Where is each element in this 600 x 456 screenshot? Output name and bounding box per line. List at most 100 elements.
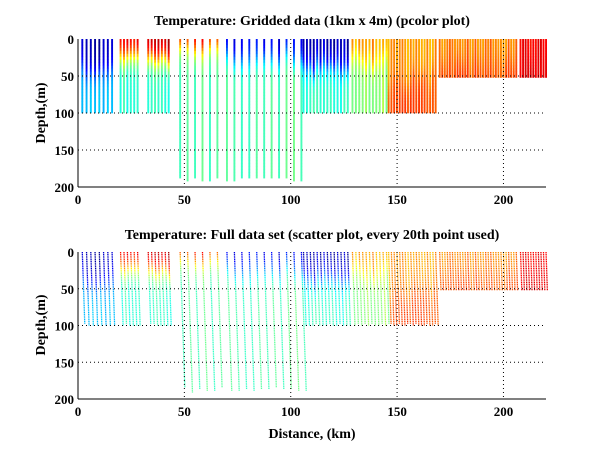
scatter-point (188, 284, 189, 285)
scatter-point (260, 375, 261, 376)
scatter-point (125, 286, 126, 287)
scatter-point (88, 298, 89, 299)
scatter-point (219, 319, 220, 320)
pcolor-cell (168, 42, 170, 45)
scatter-point (231, 375, 232, 376)
pcolor-cell (226, 140, 228, 143)
pcolor-cell (126, 95, 128, 98)
pcolor-cell (462, 57, 464, 60)
scatter-point (99, 266, 100, 267)
scatter-point (133, 323, 134, 324)
pcolor-cell (126, 39, 128, 42)
pcolor-cell (379, 72, 381, 75)
scatter-point (150, 314, 151, 315)
pcolor-cell (404, 104, 406, 107)
scatter-point (210, 280, 211, 281)
scatter-point (221, 383, 222, 384)
scatter-point (181, 307, 182, 308)
pcolor-cell (147, 54, 149, 57)
pcolor-cell (263, 163, 265, 166)
pcolor-cell (487, 51, 489, 54)
scatter-point (267, 361, 268, 362)
scatter-point (169, 271, 170, 272)
pcolor-cell (474, 60, 476, 63)
scatter-point (210, 268, 211, 269)
scatter-point (203, 286, 204, 287)
pcolor-cell (256, 101, 258, 104)
scatter-point (227, 273, 228, 274)
pcolor-cell (303, 98, 305, 101)
pcolor-cell (402, 54, 404, 57)
scatter-point (235, 293, 236, 294)
scatter-point (228, 305, 229, 306)
pcolor-cell (444, 57, 446, 60)
scatter-point (151, 266, 152, 267)
scatter-point (92, 301, 93, 302)
pcolor-cell (326, 48, 328, 51)
pcolor-cell (90, 51, 92, 54)
pcolor-cell (147, 101, 149, 104)
scatter-point (100, 278, 101, 279)
scatter-point (258, 300, 259, 301)
pcolor-cell (426, 66, 428, 69)
pcolor-cell (369, 57, 371, 60)
pcolor-cell (432, 51, 434, 54)
pcolor-cell (133, 83, 135, 86)
pcolor-cell (293, 89, 295, 92)
pcolor-cell (209, 51, 211, 54)
pcolor-cell (286, 86, 288, 89)
pcolor-cell (399, 92, 401, 95)
pcolor-cell (226, 95, 228, 98)
pcolor-cell (535, 51, 537, 54)
scatter-point (113, 287, 114, 288)
scatter-point (100, 301, 101, 302)
scatter-point (121, 291, 122, 292)
pcolor-cell (90, 63, 92, 66)
scatter-point (217, 268, 218, 269)
scatter-point (163, 294, 164, 295)
pcolor-cell (164, 77, 166, 80)
pcolor-cell (330, 39, 332, 42)
scatter-point (131, 278, 132, 279)
pcolor-cell (202, 39, 204, 42)
pcolor-cell (256, 95, 258, 98)
pcolor-cell (388, 45, 390, 48)
scatter-point (168, 263, 169, 264)
pcolor-cell (513, 60, 515, 63)
scatter-point (136, 324, 137, 325)
scatter-point (249, 261, 250, 262)
scatter-point (125, 298, 126, 299)
pcolor-cell (487, 75, 489, 78)
pcolor-cell (226, 45, 228, 48)
pcolor-cell (429, 57, 431, 60)
pcolor-cell (168, 60, 170, 63)
pcolor-cell (216, 95, 218, 98)
scatter-point (280, 294, 281, 295)
scatter-point (129, 319, 130, 320)
pcolor-cell (362, 80, 364, 83)
pcolor-cell (505, 63, 507, 66)
scatter-point (132, 312, 133, 313)
scatter-point (274, 335, 275, 336)
scatter-point (165, 275, 166, 276)
pcolor-cell (271, 131, 273, 134)
scatter-point (120, 263, 121, 264)
pcolor-cell (248, 128, 250, 131)
pcolor-cell (399, 69, 401, 72)
pcolor-cell (330, 51, 332, 54)
pcolor-cell (482, 51, 484, 54)
scatter-point (152, 273, 153, 274)
pcolor-cell (540, 45, 542, 48)
pcolor-cell (147, 51, 149, 54)
scatter-point (138, 282, 139, 283)
scatter-point (184, 370, 185, 371)
pcolor-cell (532, 54, 534, 57)
pcolor-cell (365, 66, 367, 69)
pcolor-cell (98, 45, 100, 48)
scatter-point (180, 273, 181, 274)
scatter-point (84, 323, 85, 324)
pcolor-cell (449, 51, 451, 54)
pcolor-cell (233, 146, 235, 149)
pcolor-cell (278, 77, 280, 80)
scatter-point (288, 317, 289, 318)
